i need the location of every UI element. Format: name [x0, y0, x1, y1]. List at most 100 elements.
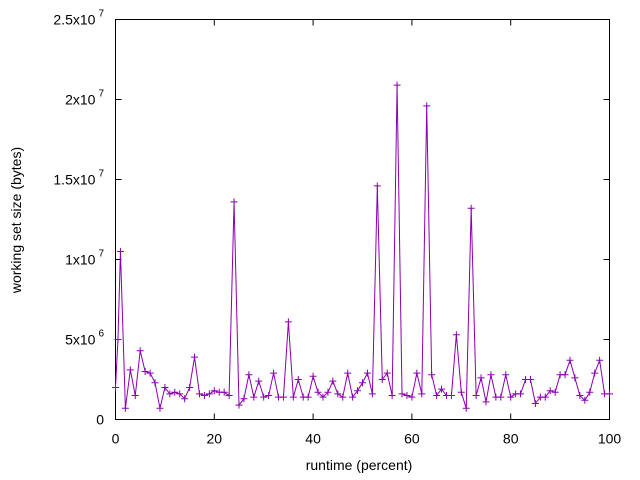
data-point: [156, 404, 164, 412]
data-point: [363, 369, 371, 377]
data-point: [235, 401, 243, 409]
y-tick-labels: 0 5x10 6 1x10 7 1.5x10 7 2x10 7 2.5x10 7: [53, 9, 104, 428]
data-point: [438, 385, 446, 393]
data-point: [383, 369, 391, 377]
data-point: [309, 372, 317, 380]
data-point: [146, 369, 154, 377]
data-point: [220, 388, 228, 396]
data-point: [551, 388, 559, 396]
data-point: [195, 390, 203, 398]
data-point: [398, 390, 406, 398]
data-point: [126, 366, 134, 374]
y-tick-label: 2x10 7: [65, 89, 104, 108]
data-point: [205, 390, 213, 398]
data-point: [606, 390, 613, 398]
data-point: [408, 393, 416, 401]
data-point: [279, 393, 287, 401]
x-tick-label: 0: [112, 431, 120, 447]
data-point: [265, 392, 273, 399]
data-point: [457, 388, 465, 396]
data-point: [114, 336, 122, 343]
data-point: [186, 384, 194, 391]
data-point: [378, 376, 386, 383]
data-point: [373, 182, 381, 190]
data-point: [116, 248, 124, 255]
data-point: [284, 318, 292, 326]
data-point: [255, 377, 263, 385]
series-points: [112, 81, 613, 412]
data-point: [240, 395, 248, 403]
data-point: [141, 368, 149, 375]
data-point: [339, 393, 347, 401]
x-tick-labels: 0 20 40 60 80 100: [112, 431, 622, 447]
y-tick-label: 5x10 6: [65, 329, 104, 348]
data-point: [403, 392, 411, 399]
data-point: [136, 347, 144, 355]
data-point: [423, 102, 431, 110]
data-point: [324, 388, 332, 396]
data-point: [467, 204, 475, 212]
y-tick-label: 0: [96, 412, 104, 428]
data-point: [596, 356, 604, 364]
data-point: [121, 404, 129, 412]
data-point: [329, 377, 337, 385]
data-point: [561, 371, 569, 379]
data-point: [447, 392, 455, 399]
data-point: [497, 393, 505, 401]
data-point: [270, 369, 278, 377]
x-tick-label: 40: [305, 431, 321, 447]
data-point: [245, 371, 253, 379]
data-point: [176, 390, 184, 398]
data-point: [112, 384, 119, 391]
data-point: [591, 369, 599, 377]
data-point: [526, 376, 534, 383]
x-tick-label: 60: [404, 431, 420, 447]
data-point: [151, 379, 159, 387]
data-point: [131, 392, 139, 399]
y-tick-label: 2.5x10 7: [53, 9, 104, 28]
x-tick-label: 100: [598, 431, 622, 447]
data-point: [349, 393, 357, 401]
data-point: [304, 393, 312, 401]
data-point: [393, 81, 401, 89]
data-point: [472, 392, 480, 399]
data-point: [354, 387, 362, 395]
data-point: [418, 390, 426, 398]
data-point: [452, 331, 460, 339]
data-point: [487, 371, 495, 379]
data-point: [428, 371, 436, 379]
data-point: [517, 390, 525, 398]
plot-frame: [115, 19, 610, 420]
data-point: [250, 393, 258, 401]
data-point: [368, 390, 376, 398]
data-point: [181, 395, 189, 403]
data-point: [581, 396, 589, 404]
y-tick-label: 1.5x10 7: [53, 169, 104, 188]
data-point: [225, 392, 233, 399]
data-point: [161, 384, 169, 391]
data-point: [314, 388, 322, 396]
data-point: [477, 374, 485, 382]
data-point: [166, 390, 174, 398]
data-point: [482, 398, 490, 406]
data-point: [260, 393, 268, 401]
data-point: [191, 353, 199, 361]
x-tick-label: 20: [207, 431, 223, 447]
data-point: [210, 387, 218, 395]
y-tick-label: 1x10 7: [65, 249, 104, 268]
data-point: [344, 369, 352, 377]
data-point: [462, 404, 470, 412]
data-point: [388, 392, 396, 399]
data-point: [200, 392, 208, 399]
data-point: [230, 198, 238, 206]
data-point: [294, 376, 302, 383]
data-point: [359, 379, 366, 387]
data-point: [576, 392, 584, 399]
data-point: [507, 393, 515, 401]
data-point: [433, 392, 441, 399]
data-point: [171, 388, 179, 396]
data-point: [531, 400, 539, 407]
data-point: [541, 393, 549, 401]
data-point: [546, 387, 554, 395]
